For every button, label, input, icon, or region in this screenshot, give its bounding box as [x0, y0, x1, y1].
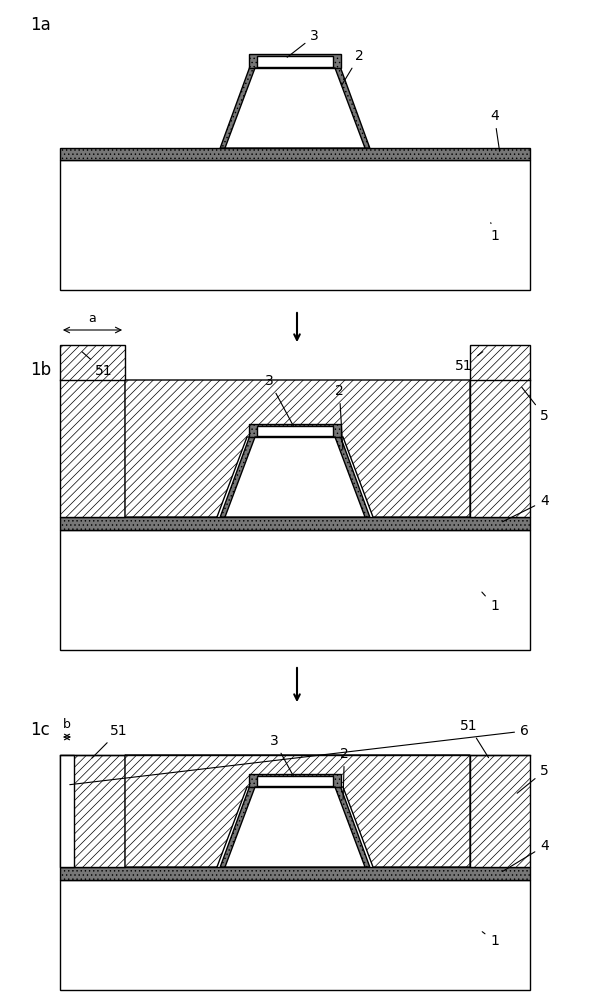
Bar	[60, 345, 125, 517]
Polygon shape	[220, 437, 370, 517]
Text: 51: 51	[92, 724, 127, 758]
Text: 1: 1	[482, 592, 499, 613]
Bar	[60, 880, 530, 990]
Text: 1: 1	[482, 932, 499, 948]
Text: 6: 6	[70, 724, 529, 785]
Bar	[60, 755, 74, 867]
Bar	[60, 530, 530, 650]
Bar	[60, 755, 125, 867]
Bar	[60, 148, 530, 160]
Bar	[257, 56, 333, 67]
Text: 1c: 1c	[30, 721, 50, 739]
Polygon shape	[220, 68, 370, 148]
Text: 2: 2	[335, 384, 344, 449]
Bar	[257, 776, 333, 786]
Text: 1b: 1b	[30, 361, 51, 379]
Text: 4: 4	[503, 494, 549, 522]
Text: 51: 51	[455, 352, 483, 373]
Polygon shape	[225, 437, 365, 517]
Text: 3: 3	[287, 29, 319, 57]
Bar	[257, 426, 333, 436]
Text: 1a: 1a	[30, 16, 51, 34]
Text: 5: 5	[517, 764, 549, 793]
Bar	[470, 755, 530, 867]
Polygon shape	[225, 68, 365, 148]
Bar	[60, 517, 530, 530]
Polygon shape	[125, 755, 470, 867]
Text: 3: 3	[265, 374, 294, 427]
Text: 51: 51	[82, 352, 112, 378]
Text: 1: 1	[490, 223, 499, 243]
Bar	[249, 54, 340, 68]
Polygon shape	[225, 787, 365, 867]
Text: 2: 2	[342, 49, 364, 86]
Bar	[249, 774, 340, 787]
Polygon shape	[220, 787, 370, 867]
Text: b: b	[63, 718, 71, 732]
Text: 4: 4	[490, 109, 500, 151]
Polygon shape	[225, 787, 365, 867]
Text: a: a	[89, 312, 96, 324]
Bar	[60, 160, 530, 290]
Text: 5: 5	[522, 387, 549, 423]
Text: 2: 2	[340, 747, 349, 799]
Bar	[470, 345, 530, 517]
Text: 51: 51	[460, 719, 488, 758]
Text: 4: 4	[502, 839, 549, 872]
Polygon shape	[225, 68, 365, 148]
Text: 3: 3	[270, 734, 294, 777]
Bar	[60, 867, 530, 880]
Polygon shape	[125, 380, 470, 517]
Bar	[249, 424, 340, 437]
Polygon shape	[225, 437, 365, 517]
